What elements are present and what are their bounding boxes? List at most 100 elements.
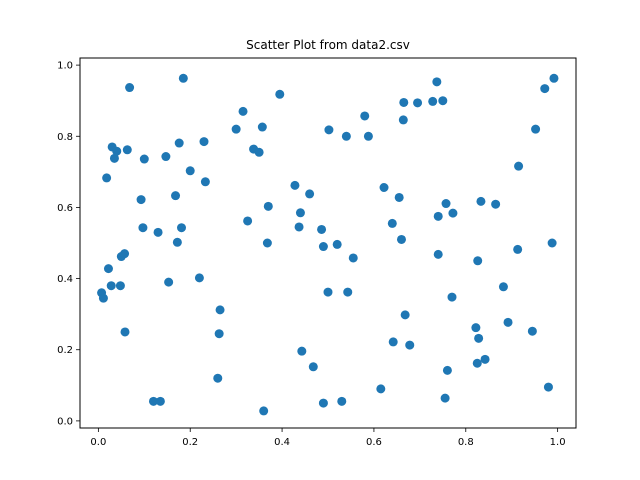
scatter-point <box>547 238 557 248</box>
scatter-point <box>348 253 358 263</box>
scatter-point <box>161 152 171 162</box>
scatter-point <box>540 84 550 94</box>
scatter-point <box>199 137 209 147</box>
scatter-point <box>259 406 269 416</box>
scatter-point <box>480 354 490 364</box>
scatter-point <box>405 340 415 350</box>
scatter-point <box>178 73 188 83</box>
scatter-point <box>318 398 328 408</box>
scatter-point <box>363 131 373 141</box>
scatter-point <box>102 173 112 183</box>
x-tick-label: 0.2 <box>182 437 198 448</box>
scatter-point <box>317 224 327 234</box>
scatter-point <box>471 323 481 333</box>
x-tick-label: 0.6 <box>366 437 382 448</box>
scatter-point <box>531 124 541 134</box>
scatter-point <box>433 249 443 259</box>
x-tick-label: 0.8 <box>458 437 474 448</box>
scatter-point <box>171 191 181 201</box>
y-tick-label: 0.2 <box>57 345 73 356</box>
scatter-point <box>153 227 163 237</box>
scatter-point <box>433 211 443 221</box>
scatter-point <box>398 115 408 125</box>
scatter-point <box>527 326 537 336</box>
scatter-point <box>343 287 353 297</box>
scatter-point <box>447 292 457 302</box>
y-axis-ticks: 0.0 0.2 0.4 0.6 0.8 1.0 <box>57 61 80 427</box>
scatter-point <box>441 199 451 209</box>
scatter-point <box>164 277 174 287</box>
scatter-point <box>138 223 148 233</box>
scatter-point <box>440 393 450 403</box>
scatter-point <box>254 147 264 157</box>
scatter-point <box>109 153 119 163</box>
scatter-point <box>243 216 253 226</box>
axes-frame <box>79 57 577 429</box>
scatter-point <box>177 223 186 233</box>
y-tick-label: 0.8 <box>57 132 73 143</box>
scatter-point <box>294 222 304 232</box>
x-axis-ticks: 0.0 0.2 0.4 0.6 0.8 1.0 <box>90 428 566 448</box>
scatter-point <box>103 264 113 274</box>
scatter-point <box>308 362 318 372</box>
points-layer <box>97 73 559 416</box>
scatter-point <box>323 287 333 297</box>
scatter-point <box>115 281 125 291</box>
scatter-point <box>112 146 122 156</box>
scatter-point <box>120 327 130 337</box>
scatter-point <box>106 281 116 291</box>
scatter-point <box>491 199 501 209</box>
scatter-point <box>120 249 130 259</box>
scatter-point <box>432 77 442 87</box>
scatter-point <box>438 96 448 106</box>
scatter-point <box>324 125 334 135</box>
scatter-point <box>122 145 132 155</box>
scatter-point <box>290 180 300 190</box>
scatter-point <box>139 154 149 164</box>
scatter-point <box>388 337 398 347</box>
scatter-point <box>379 183 389 192</box>
scatter-point <box>231 124 241 134</box>
scatter-point <box>295 208 305 218</box>
scatter-point <box>513 244 523 254</box>
scatter-point <box>213 373 223 383</box>
scatter-point <box>413 98 423 108</box>
scatter-point <box>543 382 553 392</box>
x-tick-label: 0.4 <box>274 437 290 448</box>
scatter-point <box>174 138 184 148</box>
scatter-point <box>448 208 458 218</box>
scatter-point <box>442 365 452 375</box>
scatter-point <box>215 305 225 315</box>
scatter-point <box>428 96 438 106</box>
scatter-point <box>360 111 370 121</box>
scatter-point <box>262 238 272 248</box>
scatter-point <box>514 161 524 171</box>
scatter-point <box>337 396 347 406</box>
scatter-point <box>394 192 404 202</box>
scatter-point <box>238 106 248 116</box>
scatter-point <box>275 89 285 99</box>
scatter-point <box>98 293 108 303</box>
scatter-point <box>125 83 135 93</box>
scatter-point <box>172 237 182 247</box>
scatter-point <box>376 384 386 394</box>
scatter-point <box>399 97 409 107</box>
scatter-point <box>136 195 146 205</box>
x-tick-label: 0.0 <box>90 437 106 448</box>
scatter-point <box>476 196 486 206</box>
scatter-point <box>185 166 195 176</box>
scatter-point <box>332 239 342 249</box>
scatter-point <box>387 218 397 228</box>
scatter-point <box>297 346 307 356</box>
scatter-point <box>148 396 158 406</box>
scatter-point <box>473 256 483 266</box>
scatter-point <box>194 273 204 283</box>
y-tick-label: 0.6 <box>57 203 73 214</box>
y-tick-label: 0.4 <box>57 274 73 285</box>
y-tick-label: 1.0 <box>57 61 73 72</box>
scatter-point <box>503 317 513 327</box>
scatter-point <box>200 177 210 187</box>
scatter-point <box>155 396 165 406</box>
